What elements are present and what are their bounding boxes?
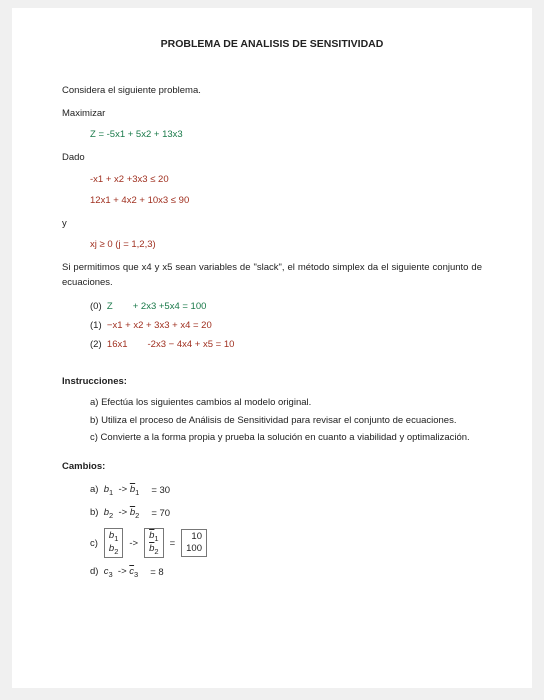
dado-label: Dado [62, 150, 482, 165]
cambio-c-v2: 100 [186, 543, 202, 555]
cambio-a-label: a) b1 -> b1 [90, 482, 139, 499]
cambio-b-rhs: = 70 [151, 506, 170, 521]
cambio-d-label: d) c3 -> c3 [90, 564, 138, 581]
nonneg-constraint: xj ≥ 0 (j = 1,2,3) [90, 237, 482, 252]
constraint-1: -x1 + x2 +3x3 ≤ 20 [90, 172, 482, 187]
eq0-body: + 2x3 +5x4 = 100 [133, 301, 207, 312]
equation-2: (2) 16x1 -2x3 − 4x4 + x5 = 10 [90, 337, 482, 352]
constraint-2: 12x1 + 4x2 + 10x3 ≤ 90 [90, 193, 482, 208]
cambio-c-label: c) [90, 536, 98, 551]
instr-item-c: c) Convierte a la forma propia y prueba … [90, 430, 482, 445]
eq1-body: −x1 + x2 + 3x3 + x4 = 20 [107, 320, 212, 331]
eq0-z: Z [107, 301, 113, 312]
objective-function: Z = -5x1 + 5x2 + 13x3 [90, 127, 482, 142]
page-title: PROBLEMA DE ANALISIS DE SENSITIVIDAD [62, 36, 482, 53]
cambio-c-mid-vector: b1b2 [144, 528, 163, 559]
eq0-label: (0) [90, 301, 102, 312]
equals-icon: = [170, 536, 176, 551]
intro-text: Considera el siguiente problema. [62, 83, 482, 98]
instrucciones-heading: Instrucciones: [62, 374, 482, 389]
cambio-b-label: b) b2 -> b2 [90, 505, 139, 522]
eq2-rest: -2x3 − 4x4 + x5 = 10 [148, 339, 235, 350]
instr-item-a: a) Efectúa los siguientes cambios al mod… [90, 395, 482, 410]
arrow-icon: -> [129, 536, 138, 551]
cambio-d-rhs: = 8 [150, 565, 163, 580]
cambio-c-lhs-vector: b1b2 [104, 528, 123, 559]
eq1-label: (1) [90, 320, 102, 331]
cambio-d: d) c3 -> c3 = 8 [90, 564, 482, 581]
cambio-c-v1: 10 [186, 531, 202, 543]
cambios-heading: Cambios: [62, 459, 482, 474]
document-page: PROBLEMA DE ANALISIS DE SENSITIVIDAD Con… [12, 8, 532, 688]
cambio-a-rhs: = 30 [151, 483, 170, 498]
y-label: y [62, 216, 482, 231]
slack-paragraph: Si permitimos que x4 y x5 sean variables… [62, 260, 482, 290]
cambio-c: c) b1b2 -> b1b2 = 10 100 [90, 528, 482, 559]
maximizar-label: Maximizar [62, 106, 482, 121]
equation-0: (0) Z + 2x3 +5x4 = 100 [90, 299, 482, 314]
cambio-c-rhs-vector: 10 100 [181, 529, 207, 557]
cambio-b: b) b2 -> b2 = 70 [90, 505, 482, 522]
cambio-a: a) b1 -> b1 = 30 [90, 482, 482, 499]
instr-item-b: b) Utiliza el proceso de Análisis de Sen… [90, 413, 482, 428]
equation-1: (1) −x1 + x2 + 3x3 + x4 = 20 [90, 318, 482, 333]
eq2-label: (2) [90, 339, 102, 350]
eq2-16x1: 16x1 [107, 339, 128, 350]
